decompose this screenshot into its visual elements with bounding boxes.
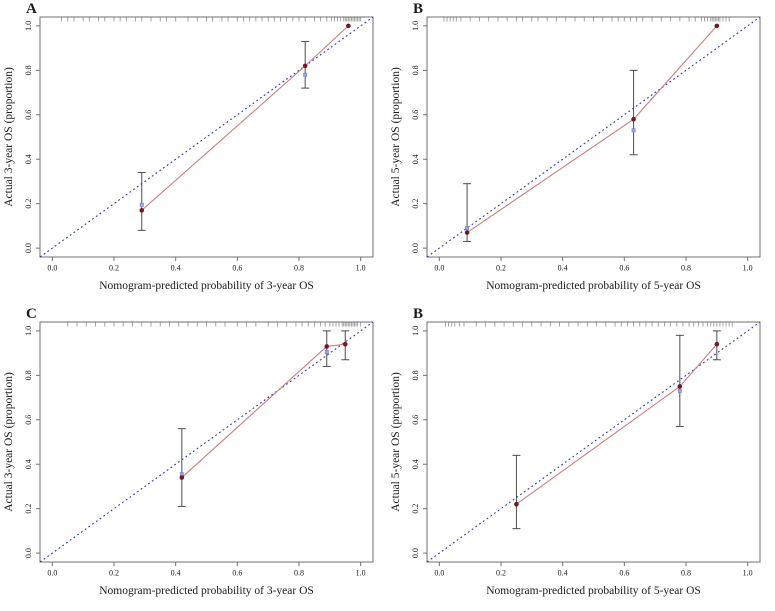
y-axis-tick-label: 0.8 [24, 65, 33, 75]
calibration-line [181, 343, 346, 478]
x-axis-title: Nomogram-predicted probability of 3-year… [99, 280, 314, 292]
data-point [631, 116, 636, 122]
y-axis-tick-label: 0.4 [24, 154, 33, 164]
y-axis-tick-label: 0.2 [411, 199, 420, 209]
plot-box [426, 321, 761, 563]
ideal-reference-line [39, 321, 374, 563]
x-axis-tick-label: 0.6 [619, 264, 629, 273]
y-axis-tick-label: 0.8 [411, 65, 420, 75]
y-axis-title: Actual 5-year OS (proportion) [390, 67, 402, 207]
y-axis-tick-label: 0.0 [24, 548, 33, 558]
y-axis-tick-label: 0.0 [24, 243, 33, 253]
x-axis-tick-label: 0.8 [681, 569, 691, 578]
panel-label: A [26, 1, 37, 17]
panel-label: B [413, 306, 423, 322]
bias-corrected-marker [465, 226, 470, 231]
data-point [346, 23, 351, 29]
data-point [302, 63, 308, 69]
x-axis-title: Nomogram-predicted probability of 3-year… [99, 585, 314, 597]
y-axis-tick-label: 0.4 [24, 459, 33, 469]
ideal-reference-line [39, 16, 374, 258]
bias-corrected-marker [303, 72, 308, 77]
data-point [514, 501, 519, 507]
x-axis-title: Nomogram-predicted probability of 5-year… [486, 585, 701, 597]
y-axis-tick-label: 0.6 [411, 415, 420, 425]
x-axis-tick-label: 0.2 [496, 569, 506, 578]
panel-c: 0.0 0.2 0.4 0.6 0.8 1.0 0.0 0.2 0.4 0.6 0.8 1.0 Nomo… [0, 305, 387, 611]
calibration-line [141, 25, 349, 211]
calibration-line [466, 25, 718, 234]
y-axis-tick-label: 0.2 [24, 199, 33, 209]
x-axis-tick-label: 0.2 [496, 264, 506, 273]
data-point [324, 344, 330, 349]
x-axis-tick-label: 0.8 [294, 569, 304, 578]
data-point [677, 384, 683, 389]
y-axis-title: Actual 3-year OS (proportion) [3, 372, 15, 512]
y-axis-tick-label: 1.0 [24, 326, 33, 336]
calibration-line [516, 343, 718, 505]
panel-b-bottom-chart: 0.0 0.2 0.4 0.6 0.8 1.0 0.0 0.2 0.4 0.6 0.8 1.0 Nomo… [390, 306, 761, 597]
y-axis-tick-label: 0.8 [24, 370, 33, 380]
bias-corrected-marker [324, 350, 329, 354]
x-axis-tick-label: 0.8 [294, 264, 304, 273]
y-axis-tick-label: 0.4 [411, 154, 420, 164]
x-axis-tick-label: 1.0 [356, 264, 366, 273]
y-axis-tick-label: 0.8 [411, 370, 420, 380]
y-axis-tick-label: 0.6 [24, 415, 33, 425]
x-axis-tick-label: 0.8 [681, 264, 691, 273]
panel-label: C [26, 306, 37, 322]
x-axis-tick-label: 0.0 [434, 264, 444, 273]
bias-corrected-marker [677, 388, 682, 393]
y-axis-tick-label: 0.2 [24, 504, 33, 514]
bias-corrected-marker [631, 128, 636, 133]
y-axis-tick-label: 0.6 [24, 110, 33, 120]
y-axis-tick-label: 0.2 [411, 504, 420, 514]
data-point [464, 230, 470, 235]
x-axis-tick-label: 0.6 [232, 264, 242, 273]
x-axis-tick-label: 0.4 [558, 569, 568, 578]
panel-b-bottom: 0.0 0.2 0.4 0.6 0.8 1.0 0.0 0.2 0.4 0.6 0.8 1.0 Nomo… [387, 305, 775, 611]
y-axis-title: Actual 3-year OS (proportion) [3, 67, 15, 207]
y-axis-tick-label: 1.0 [411, 326, 420, 336]
x-axis-tick-label: 0.4 [171, 264, 181, 273]
panel-label: B [413, 1, 423, 17]
x-axis-tick-label: 0.0 [47, 264, 57, 273]
x-axis-tick-label: 0.0 [47, 569, 57, 578]
x-axis-tick-label: 0.2 [109, 264, 119, 273]
plot-box [39, 321, 374, 563]
x-axis-tick-label: 1.0 [356, 569, 366, 578]
data-point [714, 341, 720, 347]
panel-c-chart: 0.0 0.2 0.4 0.6 0.8 1.0 0.0 0.2 0.4 0.6 0.8 1.0 Nomo… [3, 306, 374, 597]
y-axis-tick-label: 0.4 [411, 459, 420, 469]
y-axis-title: Actual 5-year OS (proportion) [390, 372, 402, 512]
x-axis-tick-label: 0.6 [619, 569, 629, 578]
data-point [342, 341, 348, 347]
x-axis-tick-label: 0.4 [171, 569, 181, 578]
y-axis-tick-label: 0.6 [411, 110, 420, 120]
x-axis-tick-label: 0.0 [434, 569, 444, 578]
y-axis-tick-label: 1.0 [24, 21, 33, 31]
y-axis-tick-label: 0.0 [411, 243, 420, 253]
data-point [714, 23, 720, 29]
y-axis-tick-label: 1.0 [411, 21, 420, 31]
y-axis-tick-label: 0.0 [411, 548, 420, 558]
x-axis-tick-label: 1.0 [743, 569, 753, 578]
panel-b-top-chart: 0.0 0.2 0.4 0.6 0.8 1.0 0.0 0.2 0.4 0.6 0.8 1.0 Nomo… [390, 1, 761, 292]
ideal-reference-line [426, 16, 761, 258]
plot-box [426, 16, 761, 258]
plot-box [39, 16, 374, 258]
x-axis-title: Nomogram-predicted probability of 5-year… [486, 280, 701, 292]
x-axis-tick-label: 0.2 [109, 569, 119, 578]
x-axis-tick-label: 0.6 [232, 569, 242, 578]
bias-corrected-marker [139, 202, 144, 207]
data-point [139, 208, 145, 213]
x-axis-tick-label: 0.4 [558, 264, 568, 273]
panel-a: 0.0 0.2 0.4 0.6 0.8 1.0 0.0 0.2 0.4 0.6 0.8 1.0 Nomo… [0, 0, 387, 305]
ideal-reference-line [426, 321, 761, 563]
x-axis-tick-label: 1.0 [743, 264, 753, 273]
data-point [179, 475, 185, 480]
panel-b-top: 0.0 0.2 0.4 0.6 0.8 1.0 0.0 0.2 0.4 0.6 0.8 1.0 Nomo… [387, 0, 775, 305]
panel-a-chart: 0.0 0.2 0.4 0.6 0.8 1.0 0.0 0.2 0.4 0.6 0.8 1.0 Nomo… [3, 1, 374, 292]
